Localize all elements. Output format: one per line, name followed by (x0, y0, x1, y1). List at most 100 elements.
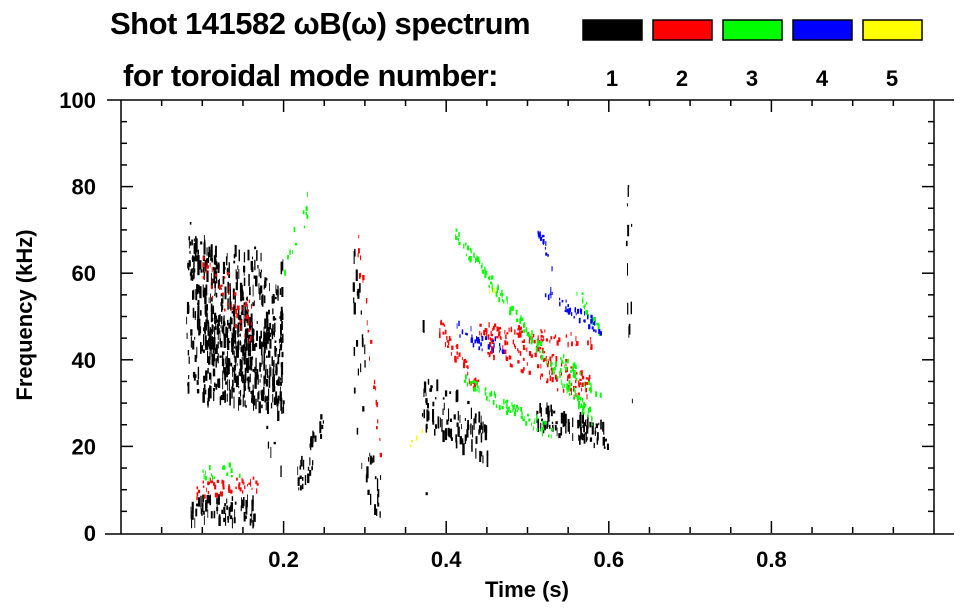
spectral-mark (206, 304, 208, 311)
spectral-mark (251, 487, 253, 490)
spectral-mark (214, 313, 216, 324)
spectral-mark (252, 384, 254, 393)
spectral-mark (591, 423, 593, 426)
spectral-mark (550, 367, 553, 371)
spectral-mark (270, 447, 272, 458)
spectral-mark (550, 409, 553, 417)
spectral-mark (533, 340, 536, 344)
spectral-mark (548, 434, 550, 438)
spectral-mark (218, 378, 221, 388)
spectral-mark (250, 360, 253, 371)
spectral-mark (233, 254, 236, 259)
spectral-mark (521, 411, 523, 416)
spectral-mark (302, 210, 305, 215)
spectral-mark (356, 340, 359, 347)
spectral-mark (227, 281, 229, 293)
spectral-mark (214, 358, 216, 362)
spectral-mark (587, 314, 589, 320)
spectral-mark (550, 434, 552, 439)
spectral-mark (269, 367, 271, 376)
spectral-mark (202, 392, 205, 403)
spectral-mark (276, 391, 278, 404)
spectral-mark (282, 401, 285, 414)
mode-2-feature (357, 234, 382, 458)
spectral-mark (258, 390, 260, 400)
spectral-mark (251, 260, 253, 268)
spectral-mark (223, 517, 226, 523)
spectral-mark (513, 404, 515, 409)
spectral-mark (579, 411, 582, 425)
spectral-mark (567, 310, 570, 315)
spectral-mark (226, 472, 229, 476)
spectral-mark (217, 332, 219, 340)
spectral-mark (238, 269, 240, 279)
spectral-mark (566, 383, 569, 388)
spectral-mark (459, 414, 461, 423)
spectral-mark (196, 389, 200, 394)
spectral-mark (235, 358, 237, 368)
spectral-mark (442, 408, 444, 415)
spectral-mark (431, 385, 433, 389)
spectral-mark (466, 333, 468, 336)
spectral-mark (194, 245, 196, 252)
spectral-mark (597, 432, 599, 441)
spectral-mark (223, 317, 225, 325)
spectral-mark (234, 330, 237, 335)
spectral-mark (280, 399, 282, 411)
spectral-mark (574, 385, 577, 389)
spectral-mark (249, 518, 252, 526)
spectral-mark (236, 363, 238, 366)
spectral-mark (379, 437, 381, 441)
spectral-mark (255, 371, 257, 378)
spectral-mark (432, 401, 435, 407)
spectral-mark (231, 496, 234, 501)
spectral-mark (222, 370, 224, 380)
spectral-mark (469, 247, 472, 251)
spectral-mark (264, 397, 267, 403)
spectral-mark (209, 385, 212, 399)
spectral-mark (215, 383, 218, 390)
spectral-mark (561, 300, 564, 303)
spectral-mark (260, 252, 262, 262)
spectral-mark (240, 346, 242, 352)
spectral-mark (543, 338, 545, 342)
spectral-mark (304, 475, 307, 485)
spectral-mark (491, 333, 494, 337)
spectral-mark (239, 359, 242, 366)
spectral-mark (231, 332, 233, 345)
spectral-mark (280, 377, 282, 381)
spectral-mark (358, 248, 360, 254)
spectral-mark (560, 372, 562, 376)
spectral-mark (242, 394, 244, 407)
spectral-mark (492, 400, 495, 405)
spectral-mark (242, 350, 245, 357)
spectral-mark (470, 407, 472, 419)
spectral-mark (276, 380, 278, 385)
spectral-mark (205, 370, 208, 381)
spectral-mark (526, 362, 528, 366)
spectral-mark (546, 402, 548, 415)
spectral-mark (240, 291, 243, 302)
spectral-mark (487, 276, 490, 280)
spectral-mark (377, 494, 379, 504)
spectral-mark (220, 316, 223, 325)
spectral-mark (517, 325, 521, 330)
spectral-mark (537, 230, 539, 235)
spectral-mark (472, 425, 474, 438)
spectral-mark (306, 214, 309, 219)
spectral-mark (540, 422, 542, 432)
spectral-mark (254, 377, 257, 389)
spectral-mark (456, 323, 458, 329)
spectral-mark (496, 287, 498, 293)
spectral-mark (627, 187, 629, 197)
spectral-mark (540, 330, 543, 334)
spectral-mark (226, 363, 229, 374)
spectral-mark (252, 339, 255, 351)
spectral-mark (571, 382, 573, 386)
spectral-mark (631, 223, 633, 227)
spectral-mark (277, 354, 280, 357)
spectral-mark (563, 364, 565, 369)
spectral-mark (309, 443, 311, 448)
spectral-mark (559, 374, 561, 379)
spectral-mark (299, 465, 302, 470)
